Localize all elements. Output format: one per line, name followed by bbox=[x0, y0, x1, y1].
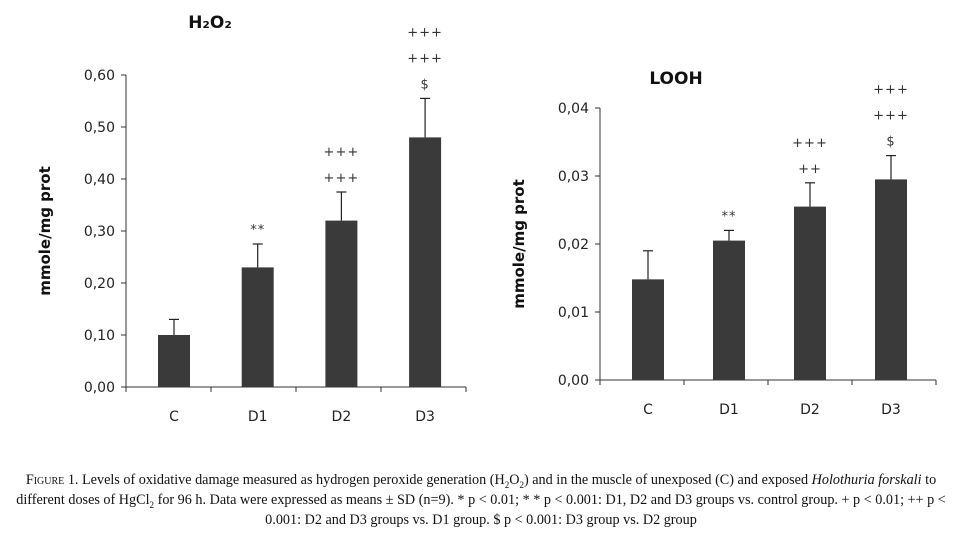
significance-label: +++ bbox=[407, 25, 443, 40]
chart-title: H₂O₂ bbox=[188, 13, 232, 33]
significance-label: +++ bbox=[407, 51, 443, 66]
bar-D2 bbox=[794, 206, 826, 380]
caption-figure-label: Figure 1. bbox=[25, 472, 79, 488]
caption-text: O bbox=[509, 472, 520, 488]
significance-label: +++ bbox=[324, 171, 360, 186]
y-tick-label: 0,50 bbox=[84, 120, 115, 136]
significance-label: +++ bbox=[792, 136, 828, 151]
x-tick-label: D2 bbox=[800, 402, 820, 418]
x-tick-label: D3 bbox=[881, 402, 901, 418]
caption-species: Holothuria forskali bbox=[811, 472, 922, 488]
significance-label: +++ bbox=[873, 83, 909, 98]
x-tick-label: C bbox=[643, 402, 653, 418]
y-tick-label: 0,20 bbox=[84, 276, 115, 292]
figure-caption: Figure 1. Levels of oxidative damage mea… bbox=[10, 470, 952, 530]
significance-label: $ bbox=[420, 77, 429, 92]
caption-text: Levels of oxidative damage measured as h… bbox=[78, 472, 505, 488]
caption-subscript: 2 bbox=[519, 479, 524, 490]
significance-label: +++ bbox=[873, 109, 909, 124]
caption-text: ) and in the muscle of unexposed (C) and… bbox=[523, 472, 812, 488]
bar-D2 bbox=[325, 220, 358, 387]
bar-D1 bbox=[713, 240, 745, 380]
chart-2: LOOH mmole/mg prot 0,00 0,01 0,02 0,03 0,04 C D1… bbox=[510, 69, 937, 418]
caption-subscript: 2 bbox=[504, 479, 510, 490]
y-tick-label: 0,10 bbox=[84, 328, 115, 344]
x-tick-label: C bbox=[169, 409, 179, 425]
y-tick-label: 0,03 bbox=[558, 169, 589, 185]
y-tick-label: 0,00 bbox=[558, 373, 589, 389]
figure-charts: H₂O₂ mmole/mg prot 0,00 0,10 0,20 0,30 0,40 0,5… bbox=[36, 13, 937, 425]
bar-C bbox=[632, 279, 664, 380]
y-tick-label: 0,02 bbox=[558, 237, 589, 253]
bar-D3 bbox=[875, 179, 907, 380]
y-tick-label: 0,04 bbox=[558, 101, 589, 117]
bar-C bbox=[158, 335, 190, 387]
significance-label: ** bbox=[722, 209, 737, 224]
chart-title: LOOH bbox=[649, 69, 702, 89]
significance-label: ** bbox=[250, 223, 265, 238]
y-tick-label: 0,01 bbox=[558, 305, 589, 321]
y-tick-label: 0,00 bbox=[84, 380, 115, 396]
caption-subscript: 2 bbox=[149, 499, 155, 510]
bar-D3 bbox=[409, 137, 442, 387]
chart-1: H₂O₂ mmole/mg prot 0,00 0,10 0,20 0,30 0,40 0,5… bbox=[36, 13, 467, 425]
x-tick-label: D2 bbox=[332, 409, 352, 425]
x-tick-label: D1 bbox=[248, 409, 268, 425]
bar-D1 bbox=[241, 267, 274, 387]
y-axis-label: mmole/mg prot bbox=[36, 166, 54, 296]
x-tick-label: D1 bbox=[719, 402, 739, 418]
significance-label: +++ bbox=[324, 145, 360, 160]
caption-text: for 96 h. Data were expressed as means ±… bbox=[154, 492, 946, 528]
y-tick-label: 0,30 bbox=[84, 224, 115, 240]
y-axis-label: mmole/mg prot bbox=[510, 179, 528, 309]
caption-text: to different doses of HgCl bbox=[16, 472, 937, 508]
y-tick-label: 0,60 bbox=[84, 68, 115, 84]
x-tick-label: D3 bbox=[415, 409, 435, 425]
significance-label: $ bbox=[886, 135, 895, 150]
significance-label: ++ bbox=[798, 162, 822, 177]
y-tick-label: 0,40 bbox=[84, 172, 115, 188]
